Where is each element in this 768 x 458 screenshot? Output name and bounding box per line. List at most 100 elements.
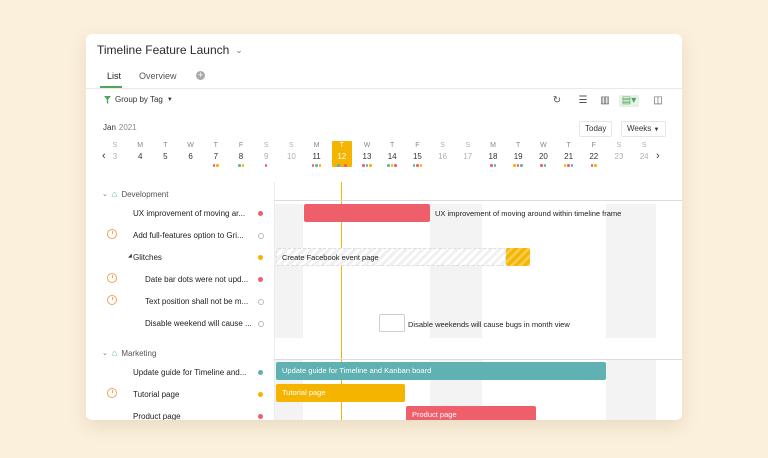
weekday-label: W <box>363 142 371 149</box>
day-dots <box>533 163 553 168</box>
date-cell[interactable]: M 11 <box>307 141 327 168</box>
group-header-marketing[interactable]: ⌄ ⌂ Marketing <box>102 348 156 358</box>
date-cell[interactable]: T 21 <box>559 141 579 168</box>
date-cell[interactable]: M 18 <box>483 141 503 168</box>
task-dot <box>369 164 372 167</box>
tab-list[interactable]: List <box>107 71 122 81</box>
tab-overview[interactable]: Overview <box>139 71 177 81</box>
board-icon[interactable]: ▥ <box>600 95 610 106</box>
date-cell[interactable]: S 24 <box>634 141 654 168</box>
task-dot <box>216 164 219 167</box>
chevron-down-icon[interactable]: ⌄ <box>235 44 243 55</box>
day-number: 10 <box>286 152 296 161</box>
date-cell[interactable]: W 13 <box>357 141 377 168</box>
task-bar[interactable]: Tutorial page <box>276 384 405 402</box>
weekday-label: M <box>490 142 496 149</box>
today-marker <box>341 182 342 420</box>
day-number: 16 <box>438 152 448 161</box>
task-bar-overdue[interactable] <box>506 248 530 266</box>
year-name: 2021 <box>118 123 137 132</box>
date-cell-today[interactable]: T 12 <box>331 141 352 167</box>
project-title[interactable]: Timeline Feature Launch ⌄ <box>97 43 243 57</box>
chevron-down-icon[interactable]: ⌄ <box>102 191 108 198</box>
task-bar-empty[interactable] <box>379 314 405 332</box>
group-header-development[interactable]: ⌄ ⌂ Development <box>102 189 168 199</box>
task-dot <box>520 164 523 167</box>
timeline-view-icon[interactable]: ▤▾ <box>619 95 639 107</box>
today-button[interactable]: Today <box>579 121 613 137</box>
day-dots <box>407 163 427 168</box>
task-title[interactable]: Add full-features option to Gri... <box>133 231 244 240</box>
weekday-label: F <box>591 142 596 149</box>
task-bar[interactable] <box>276 248 506 266</box>
panel-icon[interactable]: ◫ <box>653 95 663 106</box>
task-dot <box>362 164 365 167</box>
weekday-label: S <box>440 142 445 149</box>
date-cell[interactable]: S 17 <box>458 141 478 168</box>
task-dot <box>212 164 216 167</box>
task-bar[interactable] <box>304 204 430 222</box>
date-cell[interactable]: S 10 <box>281 141 301 168</box>
date-cell[interactable]: S 23 <box>609 141 629 168</box>
task-dot <box>490 164 493 167</box>
group-by-label: Group by Tag <box>115 95 163 104</box>
task-dot <box>594 164 597 167</box>
task-dot <box>563 164 567 167</box>
date-cell[interactable]: T 19 <box>508 141 528 168</box>
task-title[interactable]: Disable weekend will cause ... <box>145 319 252 328</box>
task-title[interactable]: Update guide for Timeline and... <box>133 368 247 377</box>
weekday-label: T <box>163 142 168 149</box>
undo-icon[interactable]: ↻ <box>552 95 562 106</box>
task-title[interactable]: UX improvement of moving ar... <box>133 209 246 218</box>
task-dot <box>340 164 344 167</box>
clock-icon <box>107 388 117 398</box>
tag-icon: ⌂ <box>111 348 118 358</box>
pane-divider[interactable] <box>274 182 275 420</box>
day-dots <box>433 163 453 168</box>
status-dot <box>258 370 263 375</box>
add-view-icon[interactable]: + <box>196 70 205 80</box>
date-cell[interactable]: W 20 <box>533 141 553 168</box>
day-number: 6 <box>188 152 193 161</box>
day-dots <box>634 163 654 168</box>
weekend-shade <box>430 204 482 338</box>
task-dot <box>311 164 315 167</box>
task-dot <box>419 164 423 167</box>
task-title[interactable]: Product page <box>133 412 181 420</box>
task-dot <box>493 164 496 167</box>
date-cell[interactable]: F 15 <box>407 141 427 168</box>
date-cell[interactable]: F 22 <box>584 141 604 168</box>
weekday-label: F <box>415 142 420 149</box>
task-title[interactable]: Tutorial page <box>133 390 180 399</box>
next-arrow-icon[interactable]: › <box>656 150 660 162</box>
task-dot <box>394 164 397 167</box>
day-dots <box>458 163 478 168</box>
task-bar[interactable]: Update guide for Timeline and Kanban boa… <box>276 362 606 380</box>
date-cell[interactable]: S 16 <box>433 141 453 168</box>
date-cell[interactable]: T 14 <box>382 141 402 168</box>
task-title[interactable]: Date bar dots were not upd... <box>145 275 249 284</box>
task-title[interactable]: Text position shall not be m... <box>145 297 249 306</box>
group-by-button[interactable]: Group by Tag ▼ <box>104 95 173 104</box>
task-dot <box>315 164 318 167</box>
status-dot <box>258 255 263 260</box>
bar-label: Disable weekends will cause bugs in mont… <box>408 320 570 329</box>
list-icon[interactable]: ☰ <box>578 95 588 106</box>
chevron-down-icon[interactable]: ⌄ <box>102 350 108 357</box>
day-number: 22 <box>589 152 599 161</box>
range-select[interactable]: Weeks ▼ <box>621 121 666 137</box>
task-title[interactable]: Glitches <box>133 253 162 262</box>
task-bar[interactable]: Product page <box>406 406 536 420</box>
day-dots <box>609 163 629 168</box>
prev-arrow-icon[interactable]: ‹ <box>102 150 106 162</box>
weekday-label: F <box>238 142 244 149</box>
date-header: S 3 M 4 T 5 W 6 T 7 F 8 S 9 S 10 M 11 T 12 W 13 T 14 F 15 S 16 S 17 M 1… <box>86 141 682 183</box>
caret-down-icon[interactable]: ◢ <box>128 253 132 259</box>
